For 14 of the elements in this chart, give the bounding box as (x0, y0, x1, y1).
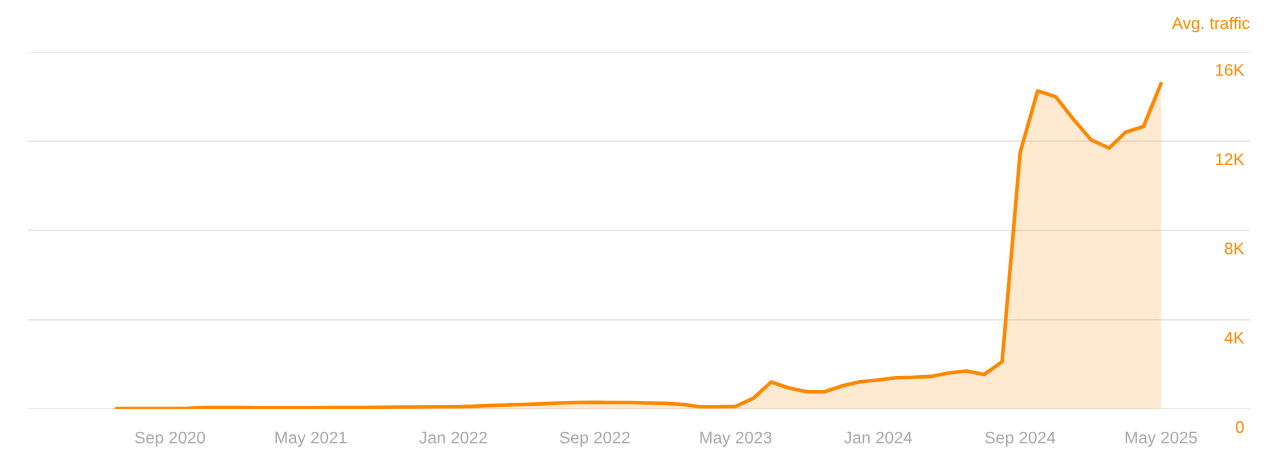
y-tick-label: 4K (1224, 332, 1245, 344)
x-tick-label: Sep 2022 (559, 431, 630, 447)
x-tick-label: May 2021 (275, 431, 347, 447)
x-tick-label: May 2025 (1125, 431, 1197, 447)
x-tick-label: Sep 2020 (135, 431, 206, 447)
y-tick-label: 16K (1216, 64, 1245, 76)
x-tick-label: May 2023 (700, 431, 772, 447)
y-tick-label: 0 (1235, 421, 1244, 433)
y-tick-label: 12K (1216, 153, 1245, 165)
x-tick-label: Jan 2024 (844, 431, 912, 444)
x-tick-label: Jan 2022 (419, 431, 487, 444)
y-axis-title: Avg. traffic (1171, 16, 1250, 33)
x-tick-label: Sep 2024 (985, 431, 1056, 447)
y-tick-label: 8K (1224, 242, 1245, 255)
